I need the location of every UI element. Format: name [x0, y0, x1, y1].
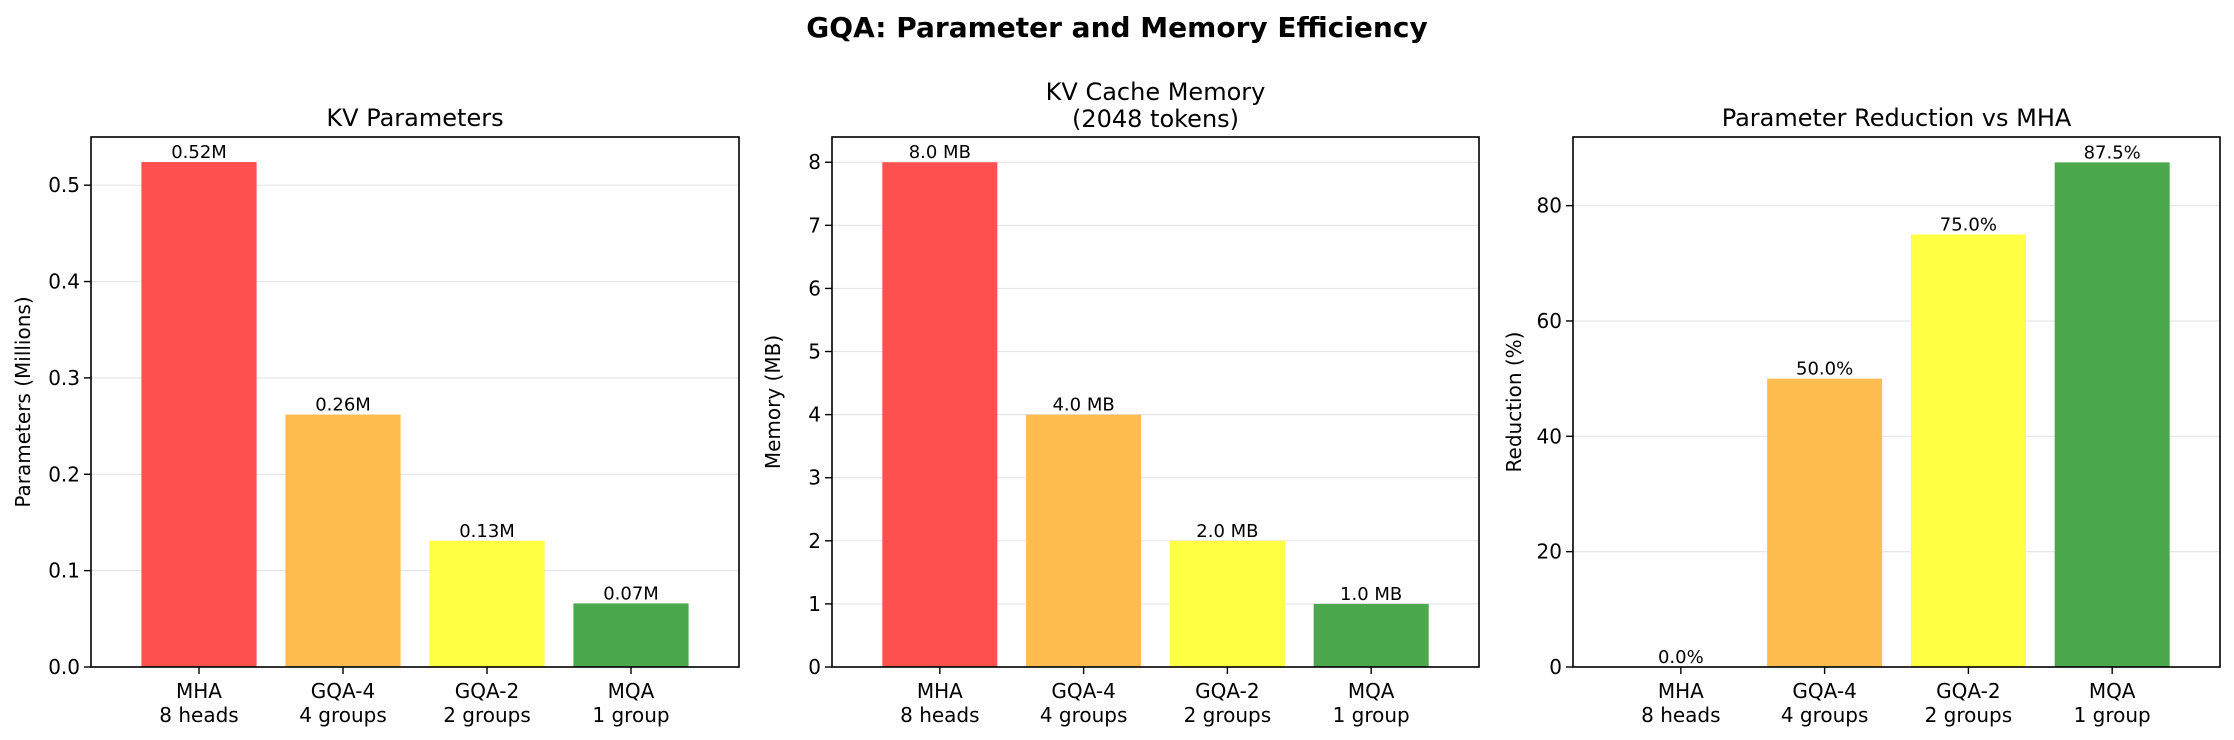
y-tick-label: 40 [1537, 424, 1562, 448]
y-tick-label: 7 [808, 213, 821, 237]
x-tick-label: GQA-4 4 groups [299, 679, 387, 727]
bar-mqa [2054, 162, 2170, 667]
x-tick-label: GQA-4 4 groups [1040, 679, 1128, 727]
y-axis-label: Reduction (%) [1502, 332, 1526, 473]
panel-title-line: (2048 tokens) [1072, 105, 1239, 133]
x-tick-label-line: GQA-2 [1195, 679, 1259, 703]
data-label: 0.07M [603, 583, 659, 604]
y-tick-label: 0.2 [48, 462, 80, 486]
plot-frame [90, 136, 740, 668]
y-tick-label: 2 [808, 529, 821, 553]
plot-frame [831, 136, 1480, 668]
x-tick-label-line: 8 heads [900, 703, 979, 727]
x-tick-label: GQA-2 2 groups [1925, 679, 2013, 727]
x-tick-label-line: 8 heads [1641, 703, 1720, 727]
y-tick-label: 0.5 [48, 173, 80, 197]
x-tick-label-line: GQA-4 [311, 679, 375, 703]
y-tick-label: 0.1 [48, 559, 80, 583]
data-label: 50.0% [1796, 359, 1853, 380]
x-tick-label-line: GQA-2 [1936, 679, 2000, 703]
x-tick-label-line: GQA-2 [455, 679, 519, 703]
panel-title: Parameter Reduction vs MHA [1722, 104, 2072, 132]
x-tick-label: MQA 1 group [1333, 679, 1410, 727]
panel-title-line: KV Parameters [326, 104, 503, 132]
data-label: 87.5% [2084, 142, 2141, 163]
bar-gqa-4 [285, 414, 401, 667]
data-label: 4.0 MB [1052, 395, 1114, 416]
bar-gqa-2 [1910, 234, 2026, 667]
x-tick-label: MHA 8 heads [159, 679, 238, 727]
bar-mqa [573, 603, 689, 667]
y-tick-label: 0 [1549, 655, 1562, 679]
y-tick-label: 4 [808, 403, 821, 427]
x-tick-label-line: MQA [608, 679, 655, 703]
y-tick-label: 0 [808, 655, 821, 679]
x-tick-label-line: MQA [2089, 679, 2136, 703]
x-tick-label-line: MHA [176, 679, 222, 703]
x-tick-label-line: MHA [1658, 679, 1704, 703]
data-label: 0.0% [1658, 647, 1704, 668]
y-tick-label: 5 [808, 340, 821, 364]
x-tick-label-line: 1 group [592, 703, 669, 727]
x-tick-label-line: GQA-4 [1792, 679, 1856, 703]
x-tick-label-line: MQA [1348, 679, 1395, 703]
y-axis-label: Parameters (Millions) [11, 296, 35, 507]
bar-mha [141, 162, 257, 667]
panel-title: KV Cache Memory (2048 tokens) [1046, 78, 1266, 133]
y-tick-label: 60 [1537, 309, 1562, 333]
x-tick-label-line: 4 groups [1040, 703, 1128, 727]
x-tick-label: GQA-2 2 groups [443, 679, 531, 727]
y-tick-label: 1 [808, 592, 821, 616]
y-tick-label: 3 [808, 466, 821, 490]
y-tick-label: 0.3 [48, 366, 80, 390]
bar-gqa-4 [1026, 414, 1142, 667]
data-label: 0.26M [315, 395, 371, 416]
bar-mqa [1313, 603, 1429, 667]
data-label: 1.0 MB [1340, 584, 1402, 605]
y-tick-label: 0.0 [48, 655, 80, 679]
x-tick-label-line: 4 groups [299, 703, 387, 727]
bar-gqa-2 [1169, 540, 1285, 667]
y-tick-label: 6 [808, 276, 821, 300]
x-tick-label-line: GQA-4 [1051, 679, 1115, 703]
y-tick-label: 20 [1537, 540, 1562, 564]
y-tick-label: 8 [808, 150, 821, 174]
plot-frame [1572, 136, 2221, 668]
chart-panel-1: 0.52M 0.26M 0.13M 0.07M 0.0 0.1 0.2 0.3 0.4 0.5 MH… [11, 104, 740, 727]
x-tick-label-line: 8 heads [159, 703, 238, 727]
figure-title: GQA: Parameter and Memory Efficiency [806, 11, 1427, 44]
x-tick-label: MQA 1 group [592, 679, 669, 727]
x-tick-label-line: 1 group [1333, 703, 1410, 727]
data-label: 75.0% [1940, 214, 1997, 235]
panel-title-line: Parameter Reduction vs MHA [1722, 104, 2072, 132]
x-tick-label: GQA-2 2 groups [1184, 679, 1272, 727]
data-label: 0.52M [171, 142, 227, 163]
chart-panel-2: 8.0 MB 4.0 MB 2.0 MB 1.0 MB 0 1 2 3 4 5 6 7 8 MHA 8 he… [761, 78, 1480, 727]
bar-mha [882, 162, 998, 667]
x-tick-label: MQA 1 group [2074, 679, 2151, 727]
x-tick-label-line: 4 groups [1781, 703, 1869, 727]
data-label: 8.0 MB [909, 142, 971, 163]
panel-title-line: KV Cache Memory [1046, 78, 1266, 106]
y-tick-label: 0.4 [48, 270, 80, 294]
x-tick-label-line: 2 groups [443, 703, 531, 727]
x-tick-label: GQA-4 4 groups [1781, 679, 1869, 727]
data-label: 2.0 MB [1196, 521, 1258, 542]
y-tick-label: 80 [1537, 194, 1562, 218]
y-axis-label: Memory (MB) [761, 335, 785, 469]
x-tick-label-line: MHA [917, 679, 963, 703]
x-tick-label-line: 2 groups [1184, 703, 1272, 727]
data-label: 0.13M [459, 521, 515, 542]
x-tick-label: MHA 8 heads [1641, 679, 1720, 727]
chart-panel-3: 0.0% 50.0% 75.0% 87.5% 0 20 40 60 80 MHA 8 heads GQ… [1502, 104, 2221, 727]
bar-gqa-4 [1767, 378, 1883, 667]
bar-gqa-2 [429, 540, 545, 667]
x-tick-label-line: 1 group [2074, 703, 2151, 727]
x-tick-label-line: 2 groups [1925, 703, 2013, 727]
panel-title: KV Parameters [326, 104, 503, 132]
x-tick-label: MHA 8 heads [900, 679, 979, 727]
